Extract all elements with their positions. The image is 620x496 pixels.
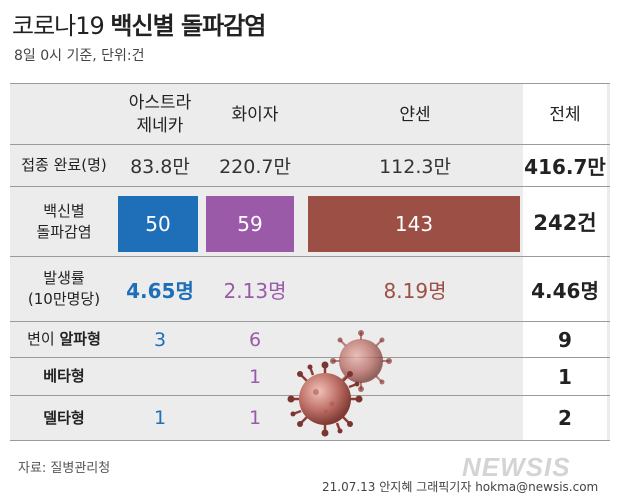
alpha-total: 9 bbox=[558, 327, 572, 352]
row-label-breakthrough-line1: 백신별 bbox=[43, 201, 85, 220]
vaccinated-janssen: 112.3만 bbox=[379, 156, 451, 178]
vaccinated-total: 416.7만 bbox=[524, 155, 606, 179]
vaccinated-astrazeneca: 83.8만 bbox=[130, 156, 190, 178]
delta-pfizer: 1 bbox=[248, 407, 262, 429]
alpha-astrazeneca: 3 bbox=[153, 328, 167, 351]
row-label-breakthrough: 백신별 돌파감염 bbox=[10, 187, 118, 256]
rate-astrazeneca: 4.65명 bbox=[126, 278, 194, 303]
column-header-janssen: 얀센 bbox=[399, 104, 431, 125]
divider-top bbox=[10, 83, 610, 84]
row-label-vaccinated: 접종 완료(명) bbox=[21, 156, 107, 174]
title-prefix: 코로나19 bbox=[12, 12, 105, 40]
title-main: 백신별 돌파감염 bbox=[110, 12, 266, 40]
breakthrough-bar-janssen: 143 bbox=[308, 196, 520, 252]
breakthrough-total: 242건 bbox=[533, 210, 597, 235]
row-label-rate: 발생률 (10만명당) bbox=[10, 257, 118, 321]
virus-illustration-large bbox=[287, 361, 363, 437]
divider bbox=[10, 321, 610, 322]
newsis-logo: NEWSIS bbox=[462, 452, 571, 482]
row-label-rate-line1: 발생률 bbox=[43, 269, 85, 287]
vaccinated-pfizer: 220.7만 bbox=[219, 156, 291, 178]
column-header-astrazeneca-line1: 아스트라 bbox=[128, 93, 192, 113]
row-label-rate-line2: (10만명당) bbox=[27, 290, 101, 308]
divider-bottom bbox=[10, 440, 610, 441]
beta-pfizer: 1 bbox=[248, 365, 262, 388]
divider bbox=[10, 357, 610, 358]
breakthrough-bar-pfizer: 59 bbox=[206, 196, 294, 252]
row-label-delta: 델타형 bbox=[43, 408, 85, 427]
total-column-background bbox=[523, 83, 607, 441]
rate-total: 4.46명 bbox=[531, 278, 599, 303]
delta-astrazeneca: 1 bbox=[153, 407, 167, 429]
credit-line: 21.07.13 안지혜 그래픽기자 hokma@newsis.com bbox=[322, 480, 599, 494]
column-header-astrazeneca: 아스트라 제네카 bbox=[110, 86, 210, 144]
beta-total: 1 bbox=[558, 364, 572, 389]
column-header-total: 전체 bbox=[549, 104, 581, 125]
row-label-alpha-prefix: 변이 bbox=[27, 330, 60, 348]
alpha-pfizer: 6 bbox=[248, 328, 262, 351]
rate-pfizer: 2.13명 bbox=[223, 278, 287, 303]
divider bbox=[10, 144, 610, 145]
delta-total: 2 bbox=[558, 406, 572, 430]
row-label-breakthrough-line2: 돌파감염 bbox=[36, 222, 92, 241]
subtitle: 8일 0시 기준, 단위:건 bbox=[14, 48, 145, 64]
column-header-astrazeneca-line2: 제네카 bbox=[136, 116, 184, 136]
column-header-pfizer: 화이자 bbox=[231, 104, 279, 125]
row-label-alpha-name: 알파형 bbox=[59, 330, 101, 348]
source-note: 자료: 질병관리청 bbox=[18, 461, 111, 476]
row-label-beta: 베타형 bbox=[43, 367, 85, 385]
row-label-alpha: 변이 알파형 bbox=[10, 322, 118, 357]
rate-janssen: 8.19명 bbox=[383, 278, 447, 303]
page-title: 코로나19 백신별 돌파감염 bbox=[12, 6, 266, 41]
breakthrough-bar-astrazeneca: 50 bbox=[118, 196, 198, 252]
divider bbox=[10, 256, 610, 257]
divider bbox=[10, 186, 610, 187]
